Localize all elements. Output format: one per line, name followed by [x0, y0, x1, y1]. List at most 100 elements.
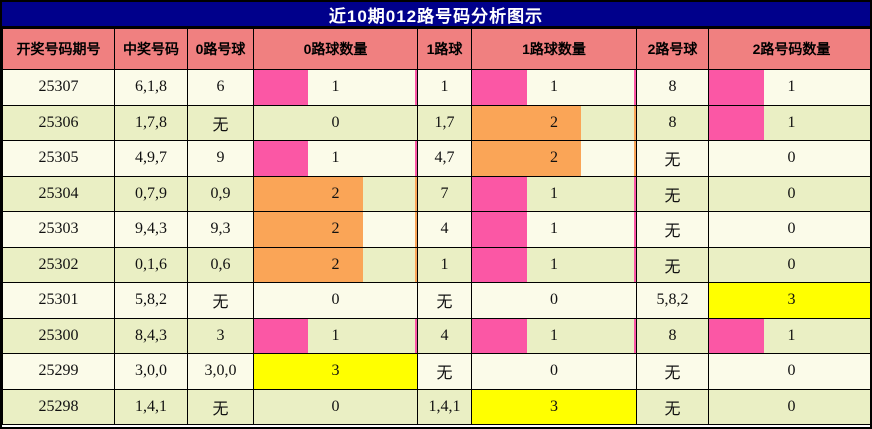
road2-count-bar: [709, 283, 870, 318]
road2-count-bar-cell: 0: [708, 175, 870, 212]
road1-count-value: 2: [550, 149, 558, 167]
col-header-road2-count: 2路号码数量: [708, 28, 870, 70]
road0-count-edge-stripe: [415, 70, 417, 105]
road1-count-bar-cell: 1: [471, 246, 637, 283]
road0-count-bar-cell: 1: [253, 140, 418, 177]
period-cell: 25306: [2, 104, 115, 141]
road1-count-value: 2: [550, 113, 558, 131]
road1-count-edge-stripe: [634, 247, 636, 282]
period-cell: 25302: [2, 246, 115, 283]
road0-count-value: 1: [331, 326, 340, 344]
road1-balls-cell: 无: [417, 353, 472, 390]
road2-balls-cell: 无: [636, 388, 709, 425]
road1-count-bar: [472, 176, 527, 211]
road2-count-bar: [709, 105, 764, 140]
road0-count-bar-cell: 3: [253, 353, 418, 390]
road0-count-bar-cell: 1: [253, 317, 418, 354]
road1-count-bar-cell: 1: [471, 211, 637, 248]
winning-numbers-cell: 3,0,0: [114, 353, 188, 390]
analysis-table: 开奖号码期号 中奖号码 0路号球 0路球数量 1路球 1路球数量 2路号球 2路号码数量 25…: [2, 28, 870, 425]
road1-count-bar-cell: 2: [471, 104, 637, 141]
chart-title: 近10期012路号码分析图示: [2, 2, 870, 28]
table-row-25305: 25305 4,9,7 9 1 4,7 2 无 0: [2, 140, 870, 177]
period-cell: 25301: [2, 282, 115, 319]
col-header-winning-numbers: 中奖号码: [114, 28, 188, 70]
road2-count-bar-cell: 0: [708, 353, 870, 390]
road0-count-bar-cell: 0: [253, 388, 418, 425]
road1-count-bar: [472, 141, 582, 176]
road2-count-bar-cell: 0: [708, 246, 870, 283]
road0-count-edge-stripe: [415, 176, 417, 211]
table-row-25304: 25304 0,7,9 0,9 2 7 1 无 0: [2, 175, 870, 212]
period-cell: 25300: [2, 317, 115, 354]
road2-count-bar: [709, 70, 764, 105]
road1-count-bar: [472, 212, 527, 247]
road2-balls-cell: 无: [636, 140, 709, 177]
road2-count-value: 1: [787, 326, 796, 344]
period-cell: 25304: [2, 175, 115, 212]
road1-count-bar-cell: 3: [471, 388, 637, 425]
road1-count-edge-stripe: [634, 318, 636, 353]
road2-count-value: 0: [787, 220, 796, 238]
road1-balls-cell: 1,7: [417, 104, 472, 141]
period-cell: 25298: [2, 388, 115, 425]
table-row-25303: 25303 9,4,3 9,3 2 4 1 无 0: [2, 211, 870, 248]
table-row-25300: 25300 8,4,3 3 1 4 1 8 1: [2, 317, 870, 354]
road0-count-value: 0: [331, 113, 340, 131]
road0-balls-cell: 无: [187, 282, 254, 319]
road0-count-bar: [254, 70, 309, 105]
road0-balls-cell: 无: [187, 388, 254, 425]
road2-balls-cell: 无: [636, 246, 709, 283]
road0-count-value: 0: [331, 291, 340, 309]
road0-count-value: 2: [331, 255, 340, 273]
road1-count-value: 1: [550, 184, 558, 202]
road2-balls-cell: 无: [636, 175, 709, 212]
period-cell: 25305: [2, 140, 115, 177]
header-row: 开奖号码期号 中奖号码 0路号球 0路球数量 1路球 1路球数量 2路号球 2路号码数量: [2, 28, 870, 70]
road1-count-value: 1: [550, 78, 558, 96]
road2-count-bar-cell: 0: [708, 211, 870, 248]
road2-count-bar-cell: 1: [708, 69, 870, 106]
road1-count-edge-stripe: [634, 105, 636, 140]
road1-count-value: 3: [550, 397, 558, 415]
road0-count-bar: [254, 354, 417, 389]
col-header-road2-balls: 2路号球: [636, 28, 709, 70]
winning-numbers-cell: 0,7,9: [114, 175, 188, 212]
road2-count-bar: [709, 318, 764, 353]
road2-count-value: 1: [787, 78, 796, 96]
road0-count-bar-cell: 2: [253, 211, 418, 248]
col-header-road1-balls: 1路球: [417, 28, 472, 70]
winning-numbers-cell: 0,1,6: [114, 246, 188, 283]
road1-balls-cell: 1,4,1: [417, 388, 472, 425]
road0-balls-cell: 无: [187, 104, 254, 141]
road1-count-bar: [472, 105, 582, 140]
road2-count-value: 0: [787, 184, 796, 202]
road1-balls-cell: 4,7: [417, 140, 472, 177]
road1-count-bar: [472, 70, 527, 105]
road1-count-bar-cell: 1: [471, 175, 637, 212]
road2-count-bar-cell: 3: [708, 282, 870, 319]
road1-count-edge-stripe: [634, 141, 636, 176]
road2-count-bar-cell: 0: [708, 388, 870, 425]
table-body: 25307 6,1,8 6 1 1 1 8 1 25306 1,7,8 无 0 1,7 2 8 1 25305 4…: [2, 69, 870, 425]
road0-count-bar-cell: 1: [253, 69, 418, 106]
table-row-25298: 25298 1,4,1 无 0 1,4,1 3 无 0: [2, 388, 870, 425]
road2-count-bar-cell: 1: [708, 104, 870, 141]
road2-count-bar-cell: 0: [708, 140, 870, 177]
road1-count-bar-cell: 0: [471, 282, 637, 319]
road1-balls-cell: 7: [417, 175, 472, 212]
road0-count-value: 0: [331, 397, 340, 415]
road2-count-bar-cell: 1: [708, 317, 870, 354]
winning-numbers-cell: 9,4,3: [114, 211, 188, 248]
period-cell: 25303: [2, 211, 115, 248]
road1-balls-cell: 1: [417, 69, 472, 106]
road0-balls-cell: 3: [187, 317, 254, 354]
road1-count-value: 0: [550, 291, 558, 309]
road0-count-bar: [254, 141, 309, 176]
col-header-period: 开奖号码期号: [2, 28, 115, 70]
road0-count-bar-cell: 2: [253, 175, 418, 212]
road1-count-bar-cell: 2: [471, 140, 637, 177]
road1-balls-cell: 4: [417, 211, 472, 248]
col-header-road0-balls: 0路号球: [187, 28, 254, 70]
road0-balls-cell: 0,6: [187, 246, 254, 283]
